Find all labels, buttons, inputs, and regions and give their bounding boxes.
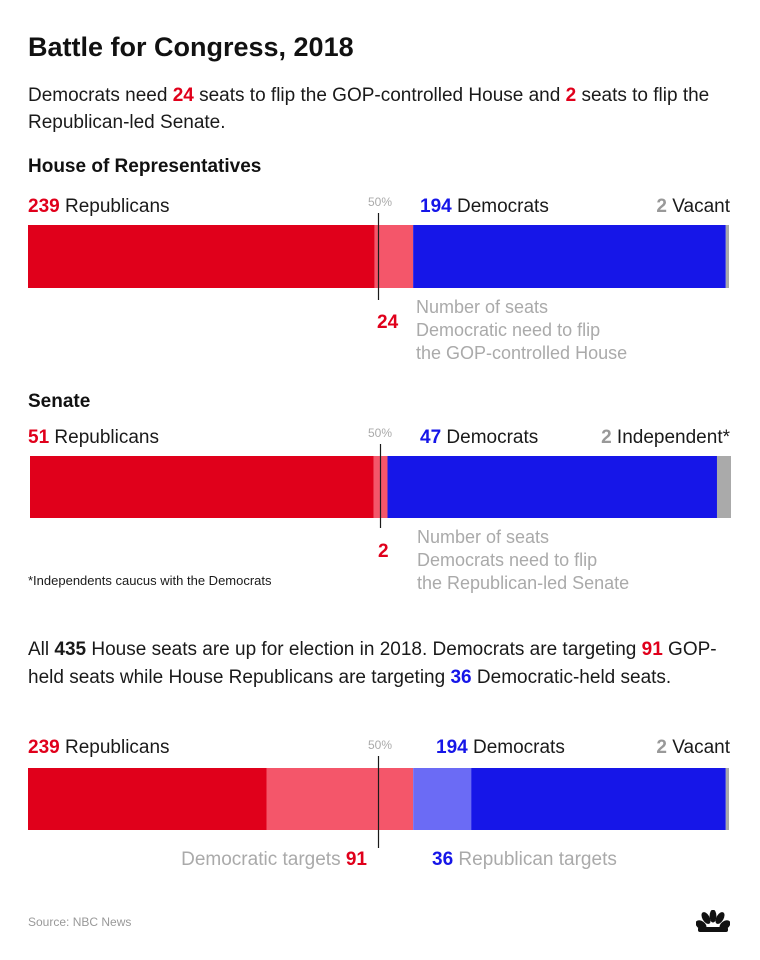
house-heading: House of Representatives [28, 156, 262, 177]
targets-bar-segment-democratic-targets [266, 768, 414, 830]
subtitle-text-2: seats to flip the GOP-controlled House a… [193, 85, 566, 106]
republican-targets-label: 36 Republican targets [432, 849, 617, 871]
senate-bar-segment-republicans [30, 456, 374, 518]
democratic-targets-label: Democratic targets 91 [181, 849, 367, 871]
para-text-1: All [28, 639, 55, 660]
house-vacant-label: 2 Vacant [656, 196, 730, 218]
house-dem-num: 194 [420, 196, 452, 217]
subtitle-text-3: seats to flip the Republican-led Senate. [28, 85, 710, 133]
senate-note-line-3: the Republican-led Senate [417, 573, 630, 593]
house-note-line-3: the GOP-controlled House [416, 343, 628, 363]
subtitle-house-need: 24 [172, 85, 194, 106]
senate-bar-segment-democrats [387, 456, 717, 518]
targets-rep-num: 239 [28, 737, 60, 758]
dem-targets-text: Democratic targets [181, 849, 346, 870]
house-bar-segment-republicans [28, 225, 375, 288]
house-democrat-label: 194 Democrats [420, 196, 549, 218]
senate-half-label: 50% [368, 426, 393, 440]
house-bar-segment-seats-democrats-need-to-flip [374, 225, 414, 288]
targets-half-label: 50% [368, 738, 393, 752]
senate-rep-text: Republicans [49, 427, 159, 448]
senate-need-note: Number of seats Democrats need to flip t… [417, 526, 629, 595]
rep-targets-num: 36 [432, 849, 454, 870]
house-dem-text: Democrats [451, 196, 549, 217]
senate-ind-text: Independent* [611, 427, 730, 448]
targets-bar-segment-democrats [471, 768, 726, 830]
page-title: Battle for Congress, 2018 [28, 32, 354, 62]
para-text-3: GOP-held seats while House Republicans a… [28, 639, 717, 688]
house-rep-num: 239 [28, 196, 60, 217]
para-rep-targets: 36 [450, 667, 472, 688]
source-note: Source: NBC News [28, 915, 132, 929]
para-dem-targets: 91 [641, 639, 663, 660]
senate-ind-num: 2 [601, 427, 612, 448]
targets-bar-segment-republican-targets [413, 768, 472, 830]
targets-vacant-label: 2 Vacant [656, 737, 730, 759]
targets-rep-text: Republicans [59, 737, 170, 758]
house-republican-label: 239 Republicans [28, 196, 170, 218]
targets-vacant-num: 2 [656, 737, 667, 758]
senate-heading: Senate [28, 391, 91, 412]
para-text-2: House seats are up for election in 2018.… [86, 639, 642, 660]
senate-need-number: 2 [378, 541, 389, 562]
house-need-note: Number of seats Democratic need to flip … [416, 296, 627, 365]
para-total-seats: 435 [54, 639, 87, 660]
house-note-line-2: Democratic need to flip [416, 320, 601, 340]
dem-targets-num: 91 [345, 849, 367, 870]
senate-dem-text: Democrats [441, 427, 539, 448]
targets-dem-num: 194 [436, 737, 468, 758]
house-need-number: 24 [377, 312, 399, 333]
targets-vacant-text: Vacant [666, 737, 730, 758]
targets-republican-label: 239 Republicans [28, 737, 170, 759]
senate-note-line-1: Number of seats [417, 527, 550, 547]
senate-footnote: *Independents caucus with the Democrats [28, 573, 272, 588]
house-vacant-num: 2 [656, 196, 667, 217]
senate-democrat-label: 47 Democrats [420, 427, 538, 449]
senate-bar-segment-independent [716, 456, 731, 518]
house-rep-text: Republicans [59, 196, 170, 217]
senate-dem-num: 47 [420, 427, 442, 448]
targets-bar-segment-republicans [28, 768, 267, 830]
senate-note-line-2: Democrats need to flip [417, 550, 598, 570]
targets-bar-segment-vacant [725, 768, 729, 830]
subtitle: Democrats need 24 seats to flip the GOP-… [28, 82, 728, 136]
nbc-peacock-icon [696, 910, 730, 932]
targets-democrat-label: 194 Democrats [436, 737, 565, 759]
senate-rep-num: 51 [28, 427, 50, 448]
house-note-line-1: Number of seats [416, 297, 549, 317]
senate-independent-label: 2 Independent* [601, 427, 730, 449]
targets-paragraph: All 435 House seats are up for election … [28, 636, 733, 692]
rep-targets-text: Republican targets [453, 849, 617, 870]
targets-dem-text: Democrats [467, 737, 565, 758]
para-text-4: Democratic-held seats. [471, 667, 672, 688]
senate-republican-label: 51 Republicans [28, 427, 159, 449]
house-bar-segment-democrats [413, 225, 726, 288]
house-bar-segment-vacant [725, 225, 729, 288]
house-vacant-text: Vacant [666, 196, 730, 217]
subtitle-senate-need: 2 [565, 85, 577, 106]
house-half-label: 50% [368, 195, 393, 209]
subtitle-text-1: Democrats need [28, 85, 173, 106]
